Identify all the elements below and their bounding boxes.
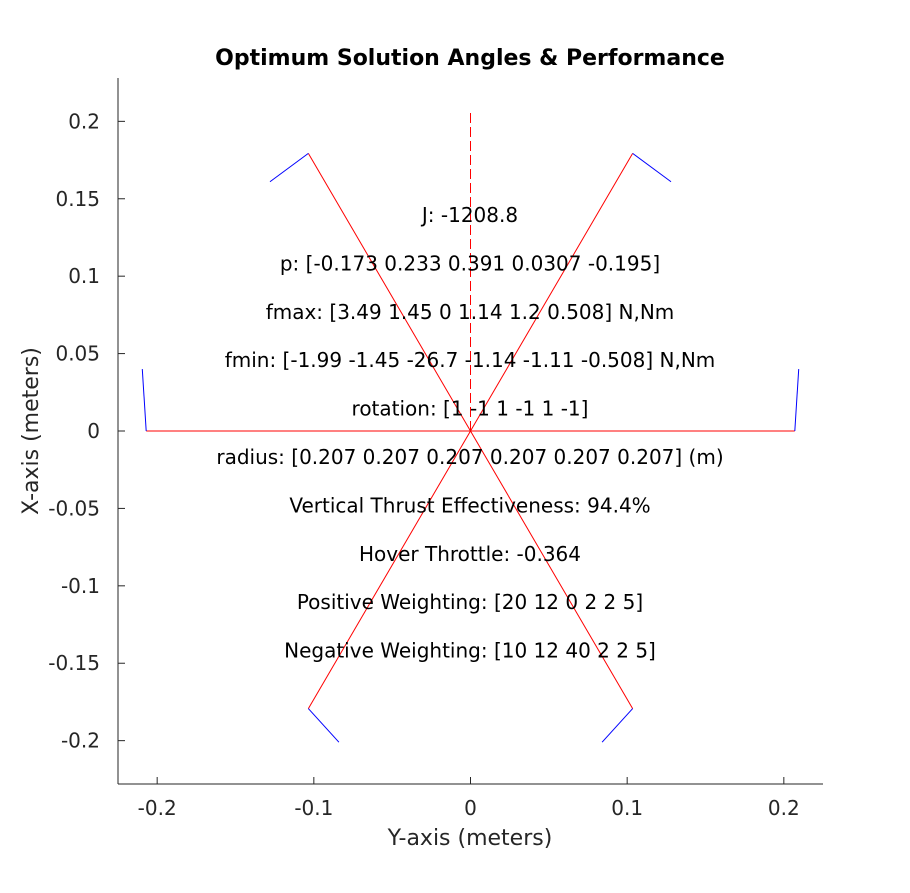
thrust-vector-6 <box>601 708 634 743</box>
y-tick-label: 0.15 <box>55 187 100 211</box>
x-tick-label: 0.2 <box>768 796 800 820</box>
annotation-line-9: Positive Weighting: [20 12 0 2 2 5] <box>297 590 643 614</box>
arm-line-6 <box>470 430 634 709</box>
x-tick-label: -0.1 <box>294 796 333 820</box>
thrust-vector-5 <box>307 708 340 743</box>
annotation-line-3: fmax: [3.49 1.45 0 1.14 1.2 0.508] N,Nm <box>266 300 675 324</box>
y-ticks: 0.2 0.15 0.1 0.05 0 -0.05 -0.1 -0.15 -0.2 <box>48 109 125 753</box>
thrust-vector-2 <box>632 152 672 183</box>
annotation-line-10: Negative Weighting: [10 12 40 2 2 5] <box>284 639 656 663</box>
y-axis-label: X-axis (meters) <box>19 347 44 515</box>
annotations: J: -1208.8 p: [-0.173 0.233 0.391 0.0307 … <box>216 203 723 663</box>
x-tick-label: -0.2 <box>138 796 177 820</box>
y-tick-label: 0.05 <box>55 342 100 366</box>
annotation-line-7: Vertical Thrust Effectiveness: 94.4% <box>289 493 650 517</box>
thrust-vector-3 <box>269 152 309 183</box>
y-tick-label: -0.05 <box>48 496 100 520</box>
x-axis-label: Y-axis (meters) <box>387 826 553 851</box>
x-tick-label: 0.1 <box>611 796 643 820</box>
arm-line-5 <box>307 430 471 709</box>
annotation-line-8: Hover Throttle: -0.364 <box>359 542 581 566</box>
y-tick-label: 0.2 <box>68 109 100 133</box>
y-tick-label: -0.2 <box>61 729 100 753</box>
plot-lines <box>141 110 800 743</box>
annotation-line-4: fmin: [-1.99 -1.45 -26.7 -1.14 -1.11 -0.… <box>225 348 716 372</box>
y-tick-label: 0.1 <box>68 264 100 288</box>
arm-line-3 <box>307 153 471 432</box>
annotation-line-2: p: [-0.173 0.233 0.391 0.0307 -0.195] <box>280 251 660 275</box>
x-ticks: -0.2 -0.1 0 0.1 0.2 <box>138 777 800 820</box>
annotation-line-6: radius: [0.207 0.207 0.207 0.207 0.207 0… <box>216 445 723 469</box>
thrust-vector-1 <box>794 369 800 432</box>
chart-title: Optimum Solution Angles & Performance <box>215 46 725 71</box>
thrust-vector-4 <box>141 369 147 432</box>
y-tick-label: -0.1 <box>61 574 100 598</box>
arm-line-2 <box>470 153 634 432</box>
annotation-line-1: J: -1208.8 <box>420 203 518 227</box>
y-tick-label: -0.15 <box>48 651 100 675</box>
x-tick-label: 0 <box>464 796 477 820</box>
y-tick-label: 0 <box>87 419 100 443</box>
annotation-line-5: rotation: [1 -1 1 -1 1 -1] <box>352 397 589 421</box>
